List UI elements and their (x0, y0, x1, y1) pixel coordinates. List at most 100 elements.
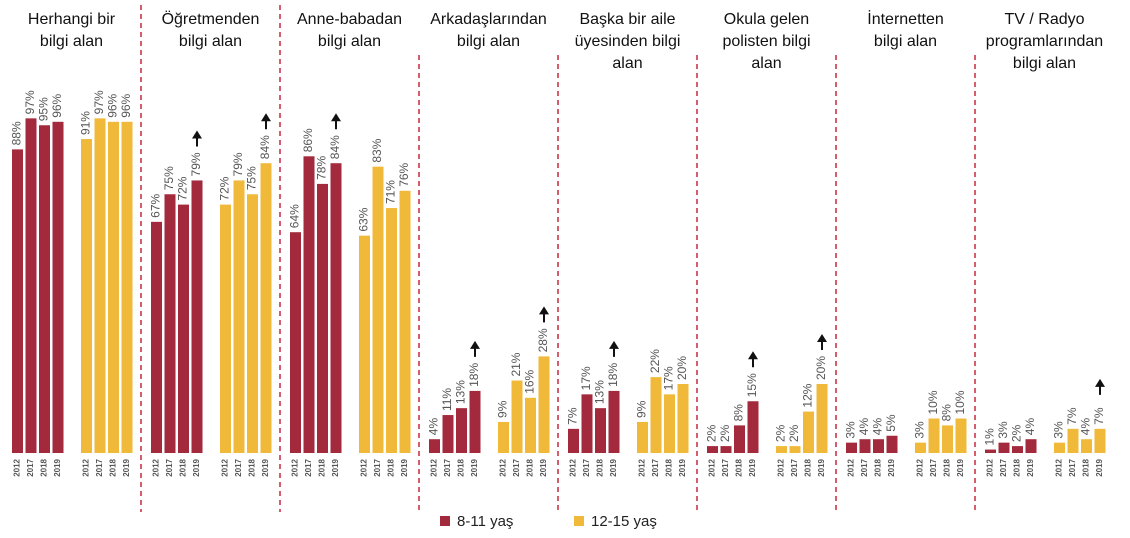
value-label: 67% (149, 194, 163, 218)
value-label: 2% (787, 424, 801, 442)
year-label: 2017 (790, 458, 799, 476)
value-label: 7% (1065, 407, 1079, 425)
year-label: 2017 (373, 458, 382, 476)
value-label: 3% (996, 421, 1010, 439)
bar (386, 208, 397, 453)
bar (747, 401, 759, 453)
bar (1012, 446, 1023, 453)
value-label: 4% (857, 418, 871, 436)
value-label: 18% (467, 363, 481, 387)
year-label: 2017 (304, 458, 313, 476)
value-label: 16% (523, 369, 537, 393)
bar (859, 439, 871, 453)
bar (81, 139, 92, 454)
bar (121, 121, 133, 454)
year-label: 2019 (1095, 458, 1104, 476)
value-label: 4% (871, 418, 885, 436)
year-label: 2012 (221, 458, 230, 476)
bar (637, 421, 648, 453)
year-label: 2018 (596, 458, 605, 476)
bar (220, 204, 231, 453)
bar (734, 425, 745, 453)
value-label: 20% (814, 356, 828, 380)
year-label: 2017 (999, 458, 1008, 476)
value-label: 3% (913, 421, 927, 439)
year-label: 2018 (109, 458, 118, 476)
bar (1094, 428, 1106, 453)
bar (581, 394, 593, 453)
legend-swatch (574, 516, 584, 526)
value-label: 97% (92, 90, 106, 114)
value-label: 17% (662, 366, 676, 390)
year-label: 2012 (430, 458, 439, 476)
panel-title: programlarından (986, 33, 1103, 50)
year-label: 2017 (512, 458, 521, 476)
year-label: 2018 (318, 458, 327, 476)
year-label: 2018 (457, 458, 466, 476)
bar (955, 418, 967, 453)
value-label: 7% (566, 407, 580, 425)
increase-arrow (261, 113, 271, 130)
value-label: 71% (384, 180, 398, 204)
year-label: 2012 (916, 458, 925, 476)
year-label: 2017 (234, 458, 243, 476)
value-label: 76% (397, 162, 411, 186)
value-label: 2% (705, 424, 719, 442)
year-label: 2018 (387, 458, 396, 476)
value-label: 13% (454, 380, 468, 404)
year-label: 2012 (360, 458, 369, 476)
bar (191, 180, 203, 453)
bar (538, 356, 550, 453)
value-label: 20% (675, 356, 689, 380)
bar (52, 121, 64, 454)
value-label: 4% (427, 418, 441, 436)
bar (846, 442, 857, 453)
year-label: 2019 (817, 458, 826, 476)
bar (595, 408, 606, 453)
value-label: 63% (357, 207, 371, 231)
year-label: 2012 (708, 458, 717, 476)
year-label: 2012 (291, 458, 300, 476)
value-label: 3% (1052, 421, 1066, 439)
year-label: 2019 (470, 458, 479, 476)
bar (886, 435, 898, 453)
value-label: 1% (983, 428, 997, 446)
value-label: 3% (844, 421, 858, 439)
bar (164, 194, 176, 453)
bar (469, 390, 481, 453)
panel-title: bilgi alan (874, 33, 937, 50)
value-label: 72% (176, 176, 190, 200)
value-label: 79% (189, 152, 203, 176)
bar (247, 194, 258, 453)
value-label: 18% (606, 363, 620, 387)
year-label: 2017 (860, 458, 869, 476)
bar (317, 183, 328, 453)
bar (525, 397, 536, 453)
value-label: 97% (23, 90, 37, 114)
year-label: 2018 (874, 458, 883, 476)
bar (816, 384, 828, 453)
year-label: 2012 (82, 458, 91, 476)
panel-title: Başka bir aile (579, 11, 675, 28)
value-label: 95% (37, 97, 51, 121)
value-label: 4% (1079, 418, 1093, 436)
year-label: 2019 (609, 458, 618, 476)
bar (928, 418, 940, 453)
year-label: 2018 (1082, 458, 1091, 476)
bar (303, 156, 315, 454)
year-label: 2019 (1026, 458, 1035, 476)
year-label: 2017 (165, 458, 174, 476)
year-label: 2019 (53, 458, 62, 476)
bar (498, 421, 509, 453)
value-label: 91% (79, 111, 93, 135)
year-label: 2019 (887, 458, 896, 476)
increase-arrow (1095, 378, 1105, 395)
value-label: 88% (10, 121, 24, 145)
increase-arrow (539, 306, 549, 323)
panel-title: bilgi alan (40, 33, 103, 50)
value-label: 84% (328, 135, 342, 159)
bar (985, 449, 996, 453)
panel-title: Öğretmenden (162, 10, 260, 28)
year-label: 2017 (95, 458, 104, 476)
year-label: 2019 (400, 458, 409, 476)
